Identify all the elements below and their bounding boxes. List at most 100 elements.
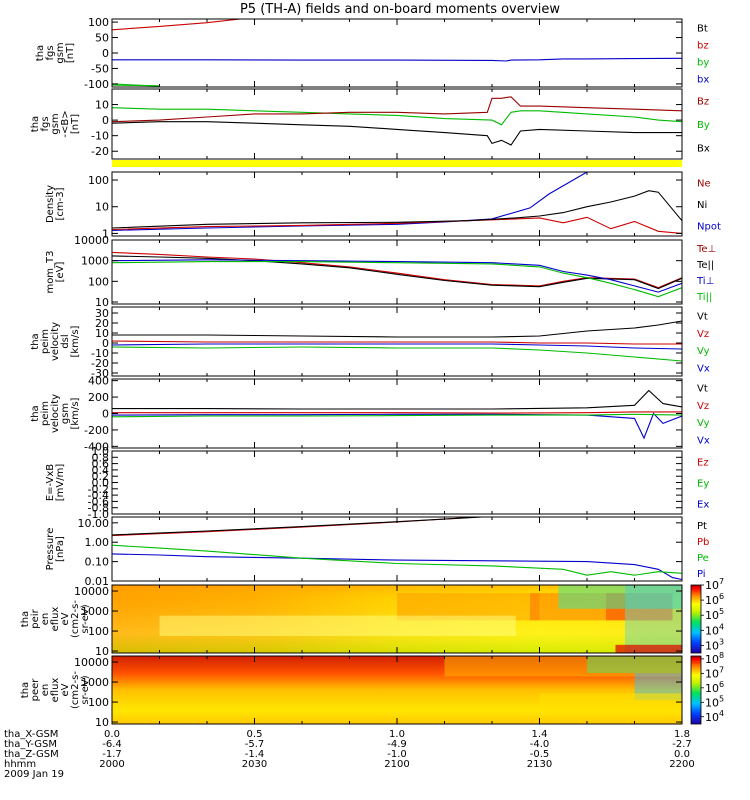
y-tick-label: 10.00 — [78, 517, 110, 530]
y-axis-label: peer — [30, 678, 41, 702]
y-tick-label: -20 — [91, 145, 109, 158]
y-axis-label: eV — [60, 612, 71, 625]
ephemeris-value: -5.7 — [245, 739, 265, 750]
y-axis-label: Pressure — [45, 528, 56, 571]
y-tick-label: 20 — [95, 317, 109, 330]
y-axis-label: [eV] — [55, 262, 66, 283]
ephemeris-value: 0.5 — [247, 729, 263, 740]
y-tick-label: -10 — [91, 347, 109, 360]
legend-entry: Ni — [697, 200, 707, 211]
y-axis-label: peim — [40, 401, 51, 426]
series-Vy-line — [112, 413, 682, 418]
legend-entry: by — [697, 58, 709, 69]
y-axis-label: eflux — [50, 607, 61, 632]
spectrogram-band — [558, 585, 682, 609]
colorbar-tick-label: 106 — [705, 592, 724, 607]
legend-entry: Bt — [697, 24, 708, 35]
legend-entry: Vy — [697, 346, 710, 357]
y-axis-label: eV — [60, 683, 71, 696]
y-axis-label: fgs — [45, 45, 56, 60]
series-group-temperature — [112, 251, 682, 298]
ephemeris-value: 2200 — [669, 759, 694, 770]
y-axis-label: gsm — [60, 403, 71, 424]
legend-entry: By — [697, 120, 710, 131]
ephemeris-row-label: hhmm — [4, 759, 36, 770]
y-tick-label: 10 — [95, 99, 109, 112]
ephemeris-value: 0.0 — [104, 729, 120, 740]
legend-entry: Ti⊥ — [696, 276, 714, 287]
y-tick-label: 200 — [88, 391, 109, 404]
legend-entry: Ex — [697, 500, 709, 511]
ephemeris-value: -1.7 — [102, 749, 122, 760]
legend-entry: Ey — [697, 479, 709, 490]
ephemeris-value: 1.4 — [532, 729, 548, 740]
y-tick-label: 10000 — [74, 585, 109, 598]
series-bx-line — [112, 57, 682, 62]
legend-entry: Vt — [697, 384, 708, 395]
y-axis-label: en — [40, 613, 51, 626]
y-tick-label: -0.4 — [88, 489, 109, 502]
y-axis-label: sr-eV) — [80, 675, 91, 704]
y-tick-label: 30 — [95, 307, 109, 320]
series-Vz-line — [112, 340, 682, 345]
y-tick-label: 100 — [88, 174, 109, 187]
series-group-density — [112, 172, 682, 234]
panel-frame — [111, 18, 683, 88]
legend-entry: Bz — [697, 97, 709, 108]
ephemeris-value: 0.0 — [674, 749, 690, 760]
y-tick-label: -1.0 — [88, 508, 109, 521]
spectrogram-band — [539, 693, 682, 711]
y-tick-label: 0 — [102, 408, 109, 421]
legend-entry: bz — [697, 41, 709, 52]
legend-entry: Pi — [697, 569, 706, 580]
spectrogram-band — [625, 585, 682, 653]
ephemeris-value: -2.7 — [672, 739, 692, 750]
y-axis-label: en — [40, 684, 51, 697]
series-Te-line — [112, 255, 682, 290]
y-axis-label: (cm2-s- — [70, 600, 81, 638]
legend-entry: Te⊥ — [696, 244, 716, 255]
series-group-velocity-gsm — [112, 389, 682, 440]
legend-entry: Npot — [697, 221, 721, 232]
ephemeris-value: -6.4 — [102, 739, 122, 750]
series-group-velocity-dsl — [112, 320, 682, 362]
y-axis-label: velocity — [50, 322, 61, 361]
y-axis-label: peir — [30, 608, 41, 628]
spectrogram-electron-spectrogram — [112, 656, 682, 724]
legend-entry: Vx — [697, 435, 710, 446]
series-Bx-line — [112, 121, 682, 146]
ephemeris-value: -1.0 — [387, 749, 407, 760]
series-Vy-line — [112, 346, 682, 362]
series-group-fgs-gsm — [112, 19, 682, 87]
y-tick-label: 100 — [88, 275, 109, 288]
y-tick-label: 10 — [95, 296, 109, 309]
y-tick-label: 0.01 — [85, 575, 110, 588]
colorbar-tick-label: 104 — [705, 709, 724, 724]
y-axis-label: E=-VxB — [45, 464, 56, 501]
legend-entry: Ti|| — [696, 292, 712, 303]
series-group-pressure — [112, 517, 682, 581]
y-axis-label: gsm — [55, 42, 66, 63]
y-tick-label: -200 — [84, 424, 109, 437]
ephemeris-value: 1.0 — [389, 729, 405, 740]
series-Npot-line — [112, 172, 588, 231]
series-group-fgs-gse-zoom — [112, 96, 682, 146]
series-Pt-line — [112, 517, 483, 536]
series-Vx-line — [112, 412, 682, 440]
y-tick-label: 0 — [102, 337, 109, 350]
legend-entry: Te|| — [696, 260, 714, 271]
y-tick-label: -0.8 — [88, 502, 109, 515]
y-axis-label: tha — [30, 405, 41, 421]
y-tick-label: -50 — [91, 62, 109, 75]
y-tick-label: -30 — [91, 367, 109, 380]
series-by-line — [112, 84, 160, 87]
colorbar-tick-label: 105 — [705, 694, 724, 709]
ephemeris-value: -1.4 — [245, 749, 265, 760]
y-tick-label: 400 — [88, 375, 109, 388]
legend-entry: Vt — [697, 312, 708, 323]
plot-date: 2009 Jan 19 — [4, 769, 64, 780]
panel-density: 100 10 1 Density [cm-3] Ne Ni Npot — [45, 171, 721, 240]
